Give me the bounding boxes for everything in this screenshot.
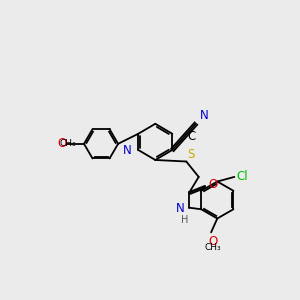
Text: N: N xyxy=(123,144,132,157)
Text: CH₃: CH₃ xyxy=(59,139,76,148)
Text: O: O xyxy=(208,178,217,191)
Text: O: O xyxy=(58,137,67,150)
Text: C: C xyxy=(187,130,195,142)
Text: S: S xyxy=(187,148,194,161)
Text: H: H xyxy=(181,215,188,225)
Text: N: N xyxy=(176,202,185,215)
Text: CH₃: CH₃ xyxy=(204,243,221,252)
Text: N: N xyxy=(200,109,208,122)
Text: Cl: Cl xyxy=(237,170,248,183)
Text: O: O xyxy=(208,236,217,248)
